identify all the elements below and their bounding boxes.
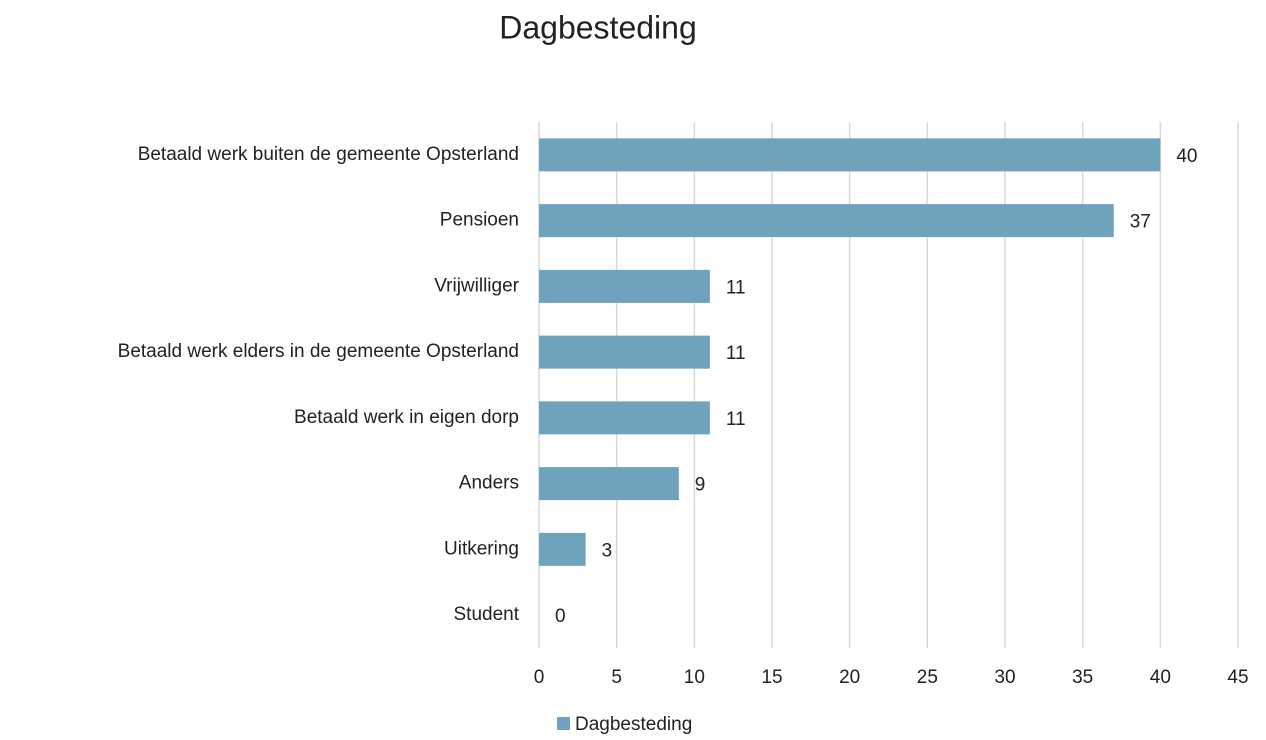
- bar: [539, 335, 710, 369]
- x-tick-label: 0: [534, 667, 545, 688]
- y-tick-label: Betaald werk elders in de gemeente Opste…: [118, 341, 519, 362]
- x-tick-label: 40: [1150, 667, 1171, 688]
- chart-title: Dagbesteding: [499, 9, 696, 45]
- bar: [539, 467, 679, 501]
- y-tick-label: Betaald werk buiten de gemeente Opsterla…: [138, 144, 519, 165]
- value-label: 3: [602, 540, 613, 561]
- value-label: 11: [726, 409, 746, 430]
- x-tick-label: 20: [839, 667, 860, 688]
- legend-label: Dagbesteding: [575, 714, 692, 735]
- x-tick-label: 15: [761, 667, 782, 688]
- value-label: 11: [726, 343, 746, 364]
- y-tick-label: Pensioen: [440, 210, 519, 231]
- y-tick-label: Betaald werk in eigen dorp: [294, 407, 519, 428]
- x-tick-label: 35: [1072, 667, 1093, 688]
- value-label: 9: [695, 475, 706, 496]
- value-label: 11: [726, 277, 746, 298]
- value-label: 40: [1176, 146, 1197, 167]
- x-tick-label: 25: [917, 667, 938, 688]
- x-tick-label: 45: [1227, 667, 1248, 688]
- y-tick-label: Anders: [459, 473, 519, 494]
- x-tick-label: 30: [994, 667, 1015, 688]
- bar: [539, 532, 586, 566]
- value-label: 37: [1130, 212, 1151, 233]
- bar: [539, 138, 1161, 172]
- bar: [539, 269, 710, 303]
- value-label: 0: [555, 606, 566, 627]
- bar: [539, 401, 710, 435]
- bar: [539, 204, 1114, 238]
- y-tick-label: Uitkering: [444, 538, 519, 559]
- x-tick-label: 10: [684, 667, 705, 688]
- y-tick-label: Student: [454, 604, 520, 625]
- y-tick-label: Vrijwilliger: [434, 275, 519, 296]
- legend-swatch: [557, 717, 570, 730]
- x-tick-label: 5: [611, 667, 622, 688]
